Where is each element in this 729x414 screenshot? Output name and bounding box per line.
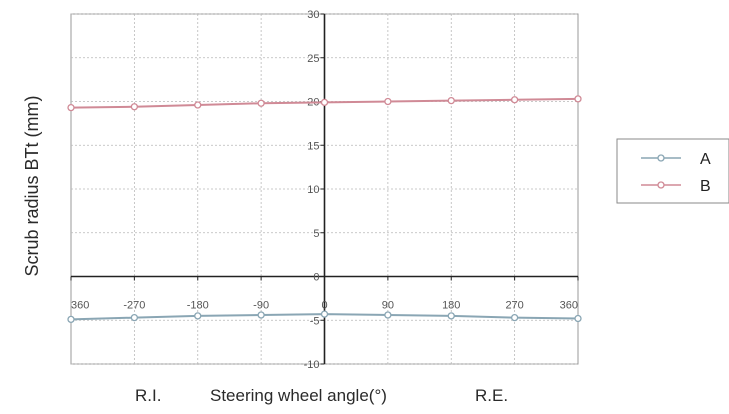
series-a-point (257, 311, 265, 319)
series-b-point (194, 101, 202, 109)
series-b-point (67, 103, 75, 112)
series-a-point (384, 311, 392, 319)
axes (70, 13, 579, 365)
series-a-point (67, 315, 75, 324)
x-tick-label: -270 (123, 300, 145, 312)
y-tick-label: 30 (307, 9, 319, 21)
legend: A B (616, 138, 729, 204)
series-b-point (320, 98, 329, 107)
legend-a-marker (657, 154, 665, 162)
x-axis-label: Steering wheel angle(°) (210, 386, 387, 405)
y-tick-label: 0 (313, 272, 319, 284)
x-tick-label: 180 (442, 300, 460, 312)
x-tick-label: -180 (187, 300, 209, 312)
series-b-point (257, 99, 265, 107)
series-b-point (574, 95, 582, 103)
series-b-point (447, 96, 455, 105)
y-tick-label: 25 (307, 53, 319, 65)
x-tick-label: 270 (505, 300, 523, 312)
legend-b-marker (657, 181, 665, 189)
y-axis-label: Scrub radius BTt (mm) (22, 95, 42, 276)
legend-a-label: A (700, 151, 711, 168)
y-tick-label: 5 (313, 228, 319, 240)
series-a-point (130, 313, 139, 322)
series-b-point (130, 103, 139, 111)
series (67, 95, 582, 324)
x-tick-label: 360 (560, 300, 578, 312)
series-b-point (510, 96, 519, 104)
series-a-point (320, 310, 329, 318)
series-a-point (574, 314, 582, 323)
series-a-point (194, 312, 202, 320)
x-tick-label: 360 (71, 300, 89, 312)
legend-box (616, 138, 729, 204)
x-tick-label: 90 (382, 300, 394, 312)
y-tick-label: 15 (307, 140, 319, 152)
y-tick-label: -10 (304, 359, 320, 371)
series-a-point (447, 312, 455, 320)
series-b-point (384, 97, 392, 106)
series-a-point (510, 313, 519, 322)
x-tick-label: -90 (253, 300, 269, 312)
y-tick-label: -5 (310, 315, 320, 327)
x-axis-side-label-left: R.I. (135, 386, 161, 405)
x-axis-side-label-right: R.E. (475, 386, 508, 405)
legend-b-label: B (700, 178, 711, 195)
x-tick-label: 0 (321, 300, 327, 312)
y-tick-label: 10 (307, 184, 319, 196)
